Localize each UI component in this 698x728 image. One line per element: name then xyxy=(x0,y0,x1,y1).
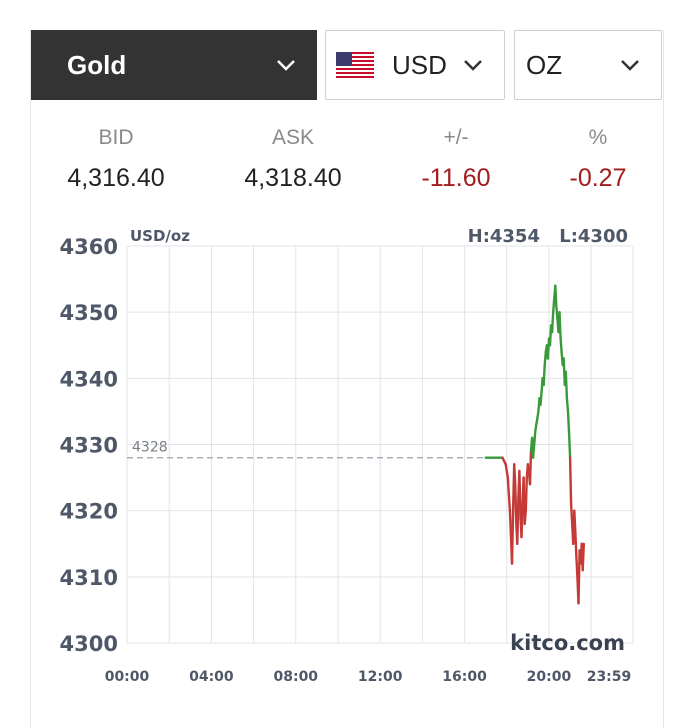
chevron-down-icon xyxy=(277,60,295,71)
price-segment xyxy=(555,304,559,321)
price-segment xyxy=(552,297,556,314)
previous-close-label: 4328 xyxy=(132,440,168,456)
price-segment xyxy=(528,449,533,486)
unit-selector[interactable]: OZ xyxy=(514,30,662,100)
bid-column: BID 4,316.40 xyxy=(36,126,196,193)
price-segment xyxy=(581,542,585,572)
currency-selector-label: USD xyxy=(392,49,447,80)
percent-column: % -0.27 xyxy=(518,126,678,193)
x-tick-label: 04:00 xyxy=(189,669,234,685)
y-tick-label: 4340 xyxy=(60,367,118,391)
x-tick-label: 08:00 xyxy=(273,669,318,685)
watermark-label: kitco.com xyxy=(510,631,625,655)
y-tick-label: 4310 xyxy=(60,566,118,590)
percent-value: -0.27 xyxy=(569,164,627,192)
price-segment xyxy=(543,350,547,367)
price-segment xyxy=(523,509,527,526)
change-value: -11.60 xyxy=(421,164,491,192)
chevron-down-icon xyxy=(621,60,639,71)
x-tick-label: 16:00 xyxy=(442,669,487,685)
price-segment xyxy=(533,430,537,446)
price-segment xyxy=(514,483,518,526)
chart-high-label: H:4354 xyxy=(468,226,540,247)
price-segment xyxy=(568,456,573,506)
us-flag-icon xyxy=(336,52,374,78)
price-segment xyxy=(516,496,520,545)
chart-low-label: L:4300 xyxy=(559,226,628,247)
price-segment xyxy=(574,529,578,559)
change-column: +/- -11.60 xyxy=(376,126,536,193)
price-segment xyxy=(559,337,563,354)
price-segment xyxy=(539,390,543,407)
currency-selector[interactable]: USD xyxy=(325,30,505,100)
chart-grid xyxy=(126,245,634,644)
y-tick-label: 4350 xyxy=(60,301,118,325)
price-segment xyxy=(554,284,558,307)
price-segment xyxy=(510,509,515,565)
quote-row: BID 4,316.40 ASK 4,318.40 +/- -11.60 % -… xyxy=(30,126,662,196)
price-segment xyxy=(542,363,546,387)
price-segment xyxy=(550,310,555,334)
price-segment xyxy=(520,502,524,539)
ask-value: 4,318.40 xyxy=(244,164,342,192)
percent-label: % xyxy=(588,126,608,149)
metal-selector[interactable]: Gold xyxy=(31,30,317,100)
x-tick-label: 23:59 xyxy=(587,669,632,685)
bid-label: BID xyxy=(98,126,134,149)
y-tick-label: 4300 xyxy=(60,632,118,656)
price-segment xyxy=(508,509,513,539)
price-segment xyxy=(518,469,522,519)
unit-selector-label: OZ xyxy=(526,49,563,80)
y-axis-ticks: 4360 4350 4340 4330 4320 4310 4300 xyxy=(60,235,118,656)
price-series xyxy=(484,284,585,605)
price-segment xyxy=(575,555,579,578)
chart-unit-label: USD/oz xyxy=(130,227,190,245)
price-segment xyxy=(501,456,507,466)
y-tick-label: 4330 xyxy=(60,434,118,458)
price-segment xyxy=(569,502,574,526)
price-segment xyxy=(564,370,569,400)
ask-label: ASK xyxy=(271,126,315,149)
price-segment xyxy=(573,509,577,532)
price-segment xyxy=(506,476,512,512)
metal-selector-label: Gold xyxy=(67,49,127,80)
x-tick-label: 12:00 xyxy=(358,669,403,685)
change-label: +/- xyxy=(443,126,469,149)
price-segment xyxy=(558,310,562,340)
y-tick-label: 4320 xyxy=(60,500,118,524)
price-segment xyxy=(567,430,572,459)
quote-panel xyxy=(30,30,664,728)
x-tick-label: 20:00 xyxy=(527,669,572,685)
price-segment xyxy=(504,463,509,479)
price-segment xyxy=(531,443,536,459)
x-tick-label: 00:00 xyxy=(105,669,150,685)
price-segment xyxy=(524,476,528,512)
x-axis-ticks: 00:00 04:00 08:00 12:00 16:00 20:00 23:59 xyxy=(105,669,632,685)
chevron-down-icon xyxy=(464,60,482,71)
price-segment xyxy=(566,410,571,433)
ask-column: ASK 4,318.40 xyxy=(213,126,373,193)
price-segment xyxy=(513,463,517,486)
bid-value: 4,316.40 xyxy=(67,164,165,192)
price-segment xyxy=(565,396,570,413)
y-tick-label: 4360 xyxy=(60,235,118,259)
